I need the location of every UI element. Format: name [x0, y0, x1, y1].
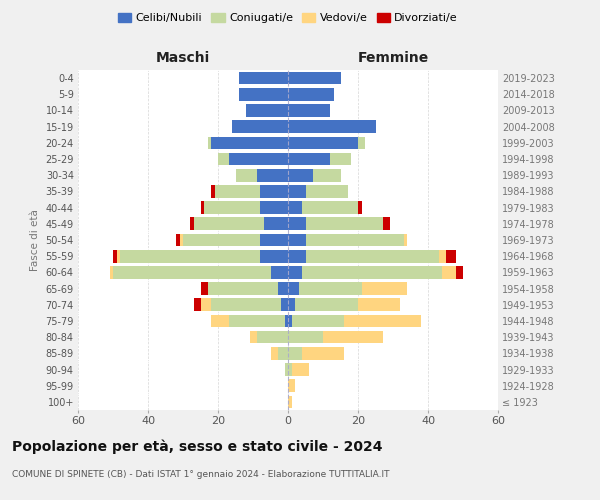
- Bar: [361, 282, 407, 295]
- Bar: [288, 234, 305, 246]
- Bar: [239, 72, 288, 85]
- Bar: [295, 298, 358, 311]
- Bar: [288, 396, 292, 408]
- Bar: [305, 185, 347, 198]
- Bar: [200, 298, 211, 311]
- Bar: [271, 266, 288, 278]
- Bar: [288, 250, 305, 262]
- Bar: [229, 314, 284, 328]
- Bar: [313, 169, 341, 181]
- Bar: [260, 250, 288, 262]
- Bar: [288, 266, 302, 278]
- Bar: [260, 202, 288, 214]
- Bar: [109, 266, 113, 278]
- Bar: [292, 314, 344, 328]
- Bar: [330, 152, 351, 166]
- Bar: [288, 72, 341, 85]
- Bar: [277, 282, 288, 295]
- Bar: [281, 298, 288, 311]
- Bar: [229, 152, 288, 166]
- Bar: [260, 185, 288, 198]
- Bar: [277, 347, 288, 360]
- Bar: [211, 298, 281, 311]
- Bar: [439, 250, 445, 262]
- Bar: [442, 266, 456, 278]
- Bar: [288, 185, 305, 198]
- Text: Femmine: Femmine: [358, 51, 428, 65]
- Bar: [288, 104, 330, 117]
- Bar: [257, 169, 288, 181]
- Bar: [284, 363, 288, 376]
- Bar: [190, 218, 193, 230]
- Bar: [232, 120, 288, 133]
- Bar: [288, 136, 358, 149]
- Bar: [176, 234, 179, 246]
- Bar: [235, 169, 257, 181]
- Bar: [305, 250, 439, 262]
- Bar: [358, 136, 365, 149]
- Bar: [116, 250, 120, 262]
- Bar: [113, 250, 116, 262]
- Bar: [120, 250, 260, 262]
- Bar: [302, 347, 344, 360]
- Bar: [200, 282, 208, 295]
- Bar: [302, 266, 442, 278]
- Bar: [250, 331, 257, 344]
- Bar: [183, 234, 260, 246]
- Bar: [211, 314, 229, 328]
- Bar: [211, 185, 215, 198]
- Bar: [200, 202, 204, 214]
- Bar: [344, 314, 421, 328]
- Legend: Celibi/Nubili, Coniugati/e, Vedovi/e, Divorziati/e: Celibi/Nubili, Coniugati/e, Vedovi/e, Di…: [113, 8, 463, 28]
- Bar: [292, 363, 309, 376]
- Bar: [383, 218, 389, 230]
- Y-axis label: Fasce di età: Fasce di età: [30, 209, 40, 271]
- Bar: [246, 104, 288, 117]
- Bar: [211, 136, 288, 149]
- Text: Maschi: Maschi: [156, 51, 210, 65]
- Bar: [456, 266, 463, 278]
- Bar: [288, 314, 292, 328]
- Bar: [288, 152, 330, 166]
- Bar: [239, 88, 288, 101]
- Bar: [288, 347, 302, 360]
- Bar: [271, 347, 277, 360]
- Bar: [204, 202, 260, 214]
- Bar: [260, 234, 288, 246]
- Bar: [358, 298, 400, 311]
- Bar: [179, 234, 183, 246]
- Bar: [299, 282, 361, 295]
- Bar: [208, 282, 277, 295]
- Bar: [284, 314, 288, 328]
- Bar: [193, 218, 263, 230]
- Bar: [305, 234, 404, 246]
- Bar: [215, 185, 260, 198]
- Bar: [358, 202, 361, 214]
- Bar: [288, 202, 302, 214]
- Bar: [288, 169, 313, 181]
- Text: Popolazione per età, sesso e stato civile - 2024: Popolazione per età, sesso e stato civil…: [12, 440, 383, 454]
- Bar: [218, 152, 229, 166]
- Bar: [288, 218, 305, 230]
- Bar: [404, 234, 407, 246]
- Bar: [445, 250, 456, 262]
- Bar: [288, 298, 295, 311]
- Bar: [208, 136, 211, 149]
- Bar: [263, 218, 288, 230]
- Bar: [305, 218, 383, 230]
- Bar: [288, 331, 323, 344]
- Bar: [323, 331, 383, 344]
- Bar: [288, 282, 299, 295]
- Bar: [257, 331, 288, 344]
- Bar: [288, 120, 376, 133]
- Bar: [288, 88, 334, 101]
- Bar: [288, 363, 292, 376]
- Text: COMUNE DI SPINETE (CB) - Dati ISTAT 1° gennaio 2024 - Elaborazione TUTTITALIA.IT: COMUNE DI SPINETE (CB) - Dati ISTAT 1° g…: [12, 470, 389, 479]
- Bar: [193, 298, 200, 311]
- Bar: [288, 380, 295, 392]
- Bar: [113, 266, 271, 278]
- Bar: [302, 202, 358, 214]
